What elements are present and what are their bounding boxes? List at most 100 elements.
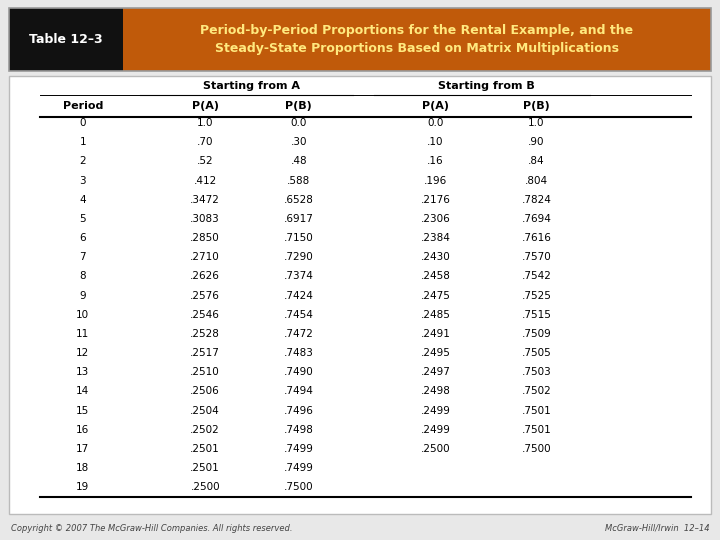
- Text: .2504: .2504: [190, 406, 220, 416]
- Text: .2546: .2546: [190, 310, 220, 320]
- Text: 13: 13: [76, 367, 89, 377]
- Text: Copyright © 2007 The McGraw-Hill Companies. All rights reserved.: Copyright © 2007 The McGraw-Hill Compani…: [11, 524, 292, 532]
- Text: .10: .10: [428, 137, 444, 147]
- Text: .2506: .2506: [190, 387, 220, 396]
- Text: .412: .412: [194, 176, 217, 186]
- Text: 4: 4: [79, 195, 86, 205]
- Text: .2501: .2501: [190, 444, 220, 454]
- Text: 18: 18: [76, 463, 89, 473]
- Text: .7824: .7824: [521, 195, 552, 205]
- Text: .7501: .7501: [521, 406, 552, 416]
- Text: 0: 0: [79, 118, 86, 128]
- Text: .7483: .7483: [284, 348, 314, 358]
- Text: .7290: .7290: [284, 252, 314, 262]
- Text: .7501: .7501: [521, 425, 552, 435]
- Text: .7694: .7694: [521, 214, 552, 224]
- Text: 17: 17: [76, 444, 89, 454]
- Text: 1.0: 1.0: [528, 118, 544, 128]
- Text: .7374: .7374: [284, 272, 314, 281]
- Text: 16: 16: [76, 425, 89, 435]
- Text: .16: .16: [427, 157, 444, 166]
- Text: .3472: .3472: [190, 195, 220, 205]
- Text: 7: 7: [79, 252, 86, 262]
- Text: .2498: .2498: [420, 387, 451, 396]
- Text: .48: .48: [290, 157, 307, 166]
- Text: .2500: .2500: [190, 482, 220, 492]
- Text: 11: 11: [76, 329, 89, 339]
- Text: 14: 14: [76, 387, 89, 396]
- Text: .2306: .2306: [420, 214, 451, 224]
- Text: .7509: .7509: [521, 329, 552, 339]
- Text: Period: Period: [63, 101, 103, 111]
- Text: .7500: .7500: [284, 482, 314, 492]
- Text: .2517: .2517: [190, 348, 220, 358]
- Text: .2500: .2500: [420, 444, 451, 454]
- Text: .3083: .3083: [190, 214, 220, 224]
- Bar: [9, 8, 711, 71]
- Text: .70: .70: [197, 137, 213, 147]
- Text: .7499: .7499: [284, 444, 314, 454]
- Text: .2510: .2510: [190, 367, 220, 377]
- Text: 10: 10: [76, 310, 89, 320]
- Text: .2475: .2475: [420, 291, 451, 301]
- Bar: [9, 76, 711, 514]
- Text: .2710: .2710: [190, 252, 220, 262]
- Text: .2485: .2485: [420, 310, 451, 320]
- Text: 1.0: 1.0: [197, 118, 213, 128]
- Text: P(B): P(B): [523, 101, 550, 111]
- Text: .7525: .7525: [521, 291, 552, 301]
- Text: Period-by-Period Proportions for the Rental Example, and the
Steady-State Propor: Period-by-Period Proportions for the Ren…: [200, 24, 634, 55]
- Text: .2497: .2497: [420, 367, 451, 377]
- Text: P(A): P(A): [422, 101, 449, 111]
- Text: .7494: .7494: [284, 387, 314, 396]
- Text: .52: .52: [197, 157, 214, 166]
- Text: .7498: .7498: [284, 425, 314, 435]
- Text: 19: 19: [76, 482, 89, 492]
- Text: .2576: .2576: [190, 291, 220, 301]
- Text: .7454: .7454: [284, 310, 314, 320]
- Text: Starting from B: Starting from B: [438, 82, 534, 91]
- Text: .2491: .2491: [420, 329, 451, 339]
- Text: .2430: .2430: [420, 252, 451, 262]
- Text: .90: .90: [528, 137, 544, 147]
- Text: .804: .804: [525, 176, 548, 186]
- Text: .7515: .7515: [521, 310, 552, 320]
- Text: 0.0: 0.0: [291, 118, 307, 128]
- Text: .7490: .7490: [284, 367, 314, 377]
- Text: .588: .588: [287, 176, 310, 186]
- Text: 0.0: 0.0: [428, 118, 444, 128]
- Text: 6: 6: [79, 233, 86, 243]
- Text: .84: .84: [528, 157, 545, 166]
- Text: .2850: .2850: [190, 233, 220, 243]
- Bar: [123, 8, 711, 71]
- Text: 3: 3: [79, 176, 86, 186]
- Text: .7542: .7542: [521, 272, 552, 281]
- Text: 8: 8: [79, 272, 86, 281]
- Text: .2499: .2499: [420, 425, 451, 435]
- Text: .6528: .6528: [284, 195, 314, 205]
- Text: 15: 15: [76, 406, 89, 416]
- Text: .2501: .2501: [190, 463, 220, 473]
- Text: 9: 9: [79, 291, 86, 301]
- Text: .2502: .2502: [190, 425, 220, 435]
- Text: .7499: .7499: [284, 463, 314, 473]
- Text: P(B): P(B): [285, 101, 312, 111]
- Text: McGraw-Hill/Irwin  12–14: McGraw-Hill/Irwin 12–14: [605, 524, 709, 532]
- Text: .7570: .7570: [521, 252, 552, 262]
- Text: 5: 5: [79, 214, 86, 224]
- Text: .7500: .7500: [521, 444, 552, 454]
- Text: .7150: .7150: [284, 233, 314, 243]
- Text: .7424: .7424: [284, 291, 314, 301]
- Text: .7472: .7472: [284, 329, 314, 339]
- Text: .7616: .7616: [521, 233, 552, 243]
- Text: Table 12–3: Table 12–3: [30, 33, 103, 46]
- Text: 12: 12: [76, 348, 89, 358]
- Text: .2495: .2495: [420, 348, 451, 358]
- Text: Starting from A: Starting from A: [204, 82, 300, 91]
- Bar: [9, 8, 123, 71]
- Text: .2384: .2384: [420, 233, 451, 243]
- Text: 2: 2: [79, 157, 86, 166]
- Text: .2528: .2528: [190, 329, 220, 339]
- Text: P(A): P(A): [192, 101, 219, 111]
- Text: .7505: .7505: [521, 348, 552, 358]
